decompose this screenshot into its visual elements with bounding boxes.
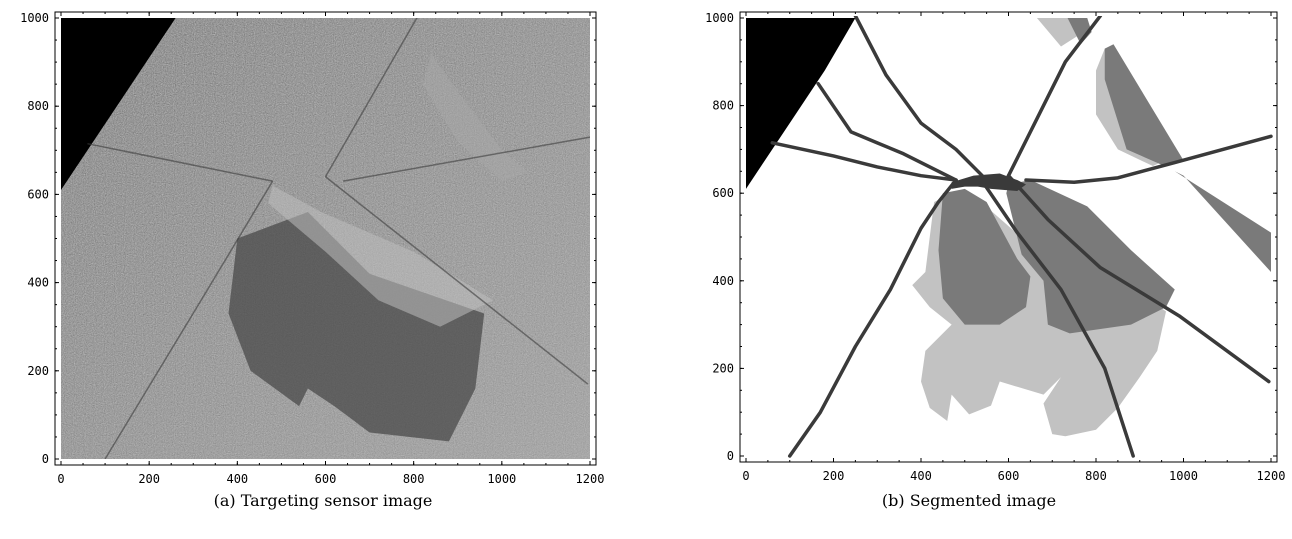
b-xtick-label: 1000	[1169, 469, 1198, 483]
segment-track-line	[770, 141, 958, 182]
segment-region-mid	[938, 188, 1031, 325]
segment-track-line	[982, 182, 1135, 458]
chart-panel-b: 0 200 400 600 800 1000 1200 0 200 400 600 800 1000	[646, 0, 1292, 539]
segment-track-line	[1024, 134, 1273, 184]
b-xtick-label: 200	[823, 469, 845, 483]
b-ytick-label: 400	[712, 274, 734, 288]
b-ytick-label: 1000	[705, 11, 734, 25]
segment-region-dark	[951, 173, 1026, 192]
sonar-track-line	[343, 136, 590, 182]
sonar-image-chart: 0 200 400 600 800 1000 1200 0 200 400 600 800 1000	[20, 11, 605, 486]
segment-region-mid	[1104, 44, 1184, 165]
a-xtick-label: 200	[138, 472, 160, 486]
a-xtick-label: 600	[315, 472, 337, 486]
segment-track-line	[1006, 173, 1271, 384]
a-ytick-label: 200	[27, 364, 49, 378]
segmented-image-chart: 0 200 400 600 800 1000 1200 0 200 400 600 800 1000	[705, 11, 1286, 483]
a-ytick-label: 800	[27, 99, 49, 113]
b-ytick-label: 800	[712, 99, 734, 113]
b-ytick-label: 600	[712, 186, 734, 200]
chart-panel-a: 0 200 400 600 800 1000 1200 0 200 400 600 800 1000	[20, 11, 605, 486]
segment-track-line	[853, 16, 984, 178]
segment-track-line	[816, 81, 958, 182]
segment-track-line	[1006, 16, 1103, 178]
segment-region-mid	[1174, 171, 1271, 273]
b-ytick-label: 200	[712, 361, 734, 375]
b-xtick-label: 1200	[1257, 469, 1286, 483]
sonar-no-data-corner	[61, 18, 176, 190]
a-xtick-label: 0	[57, 472, 64, 486]
a-xtick-label: 800	[403, 472, 425, 486]
b-xtick-label: 400	[910, 469, 932, 483]
a-ytick-label: 400	[27, 276, 49, 290]
sonar-bright-region	[268, 185, 494, 327]
b-xtick-label: 800	[1085, 469, 1107, 483]
caption-targeting-sensor-image: (a) Targeting sensor image	[213, 491, 433, 510]
segmentation-map	[746, 16, 1273, 458]
sonar-track-line	[87, 142, 273, 182]
b-ytick-label: 0	[727, 449, 734, 463]
sonar-track-line	[325, 176, 589, 385]
sonar-track-line	[104, 180, 274, 459]
b-xtick-label: 0	[742, 469, 749, 483]
a-ytick-label: 600	[27, 187, 49, 201]
caption-segmented-image: (b) Segmented image	[881, 491, 1057, 510]
sonar-image	[61, 18, 590, 459]
a-xtick-label: 400	[226, 472, 248, 486]
a-xtick-label: 1200	[576, 472, 605, 486]
a-ytick-label: 0	[42, 452, 49, 466]
b-xtick-label: 600	[998, 469, 1020, 483]
sonar-track-line	[324, 18, 418, 178]
segment-region-black	[746, 18, 856, 189]
segment-track-line	[788, 178, 958, 458]
a-ytick-label: 1000	[20, 11, 49, 25]
sonar-shadow-region	[228, 212, 485, 442]
sonar-bright-strip	[422, 53, 529, 182]
a-xtick-label: 1000	[487, 472, 516, 486]
